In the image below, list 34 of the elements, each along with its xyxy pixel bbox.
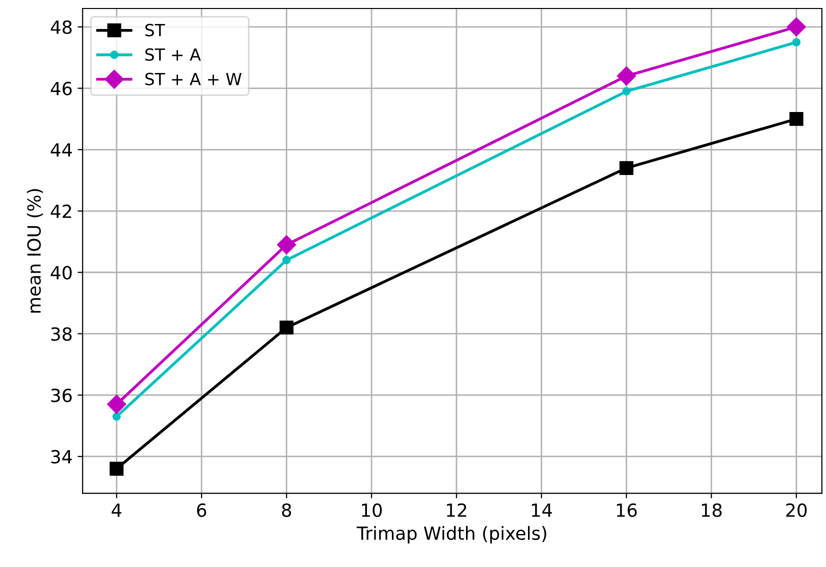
x-tick-label: 4 [112, 504, 122, 517]
x-tick-label: 16 [616, 503, 637, 517]
y-tick-label: 38 [51, 327, 72, 341]
point [616, 66, 636, 86]
point [282, 256, 291, 264]
y-tick-label: 42 [50, 204, 72, 218]
legend-label: ST + A + W [145, 72, 242, 86]
x-tick-label: 10 [362, 503, 382, 517]
x-tick-label: 6 [197, 503, 206, 517]
point [622, 87, 631, 96]
point [619, 161, 634, 175]
point [107, 394, 126, 414]
legend-label: ST + A [145, 48, 201, 61]
point [792, 38, 801, 46]
legend-label: ST [145, 24, 166, 36]
y-axis-title: mean IOU (%) [26, 189, 43, 313]
point [786, 17, 806, 36]
x-tick-label: 8 [282, 503, 292, 517]
y-tick-label: 40 [50, 266, 72, 280]
point [789, 112, 804, 126]
y-tick-label: 36 [51, 388, 72, 402]
y-tick-label: 34 [51, 450, 72, 464]
x-tick-label: 14 [532, 504, 552, 517]
y-tick-label: 44 [50, 143, 72, 157]
y-tick-label: 46 [50, 82, 72, 96]
point [110, 462, 124, 476]
x-tick-label: 20 [786, 503, 807, 517]
x-tick-label: 18 [702, 503, 722, 517]
x-axis-title: Trimap Width (pixels) [356, 526, 546, 544]
point [112, 412, 121, 421]
y-tick-label: 48 [50, 20, 72, 34]
point [280, 320, 294, 335]
x-tick-label: 12 [446, 503, 466, 517]
point [277, 235, 296, 254]
